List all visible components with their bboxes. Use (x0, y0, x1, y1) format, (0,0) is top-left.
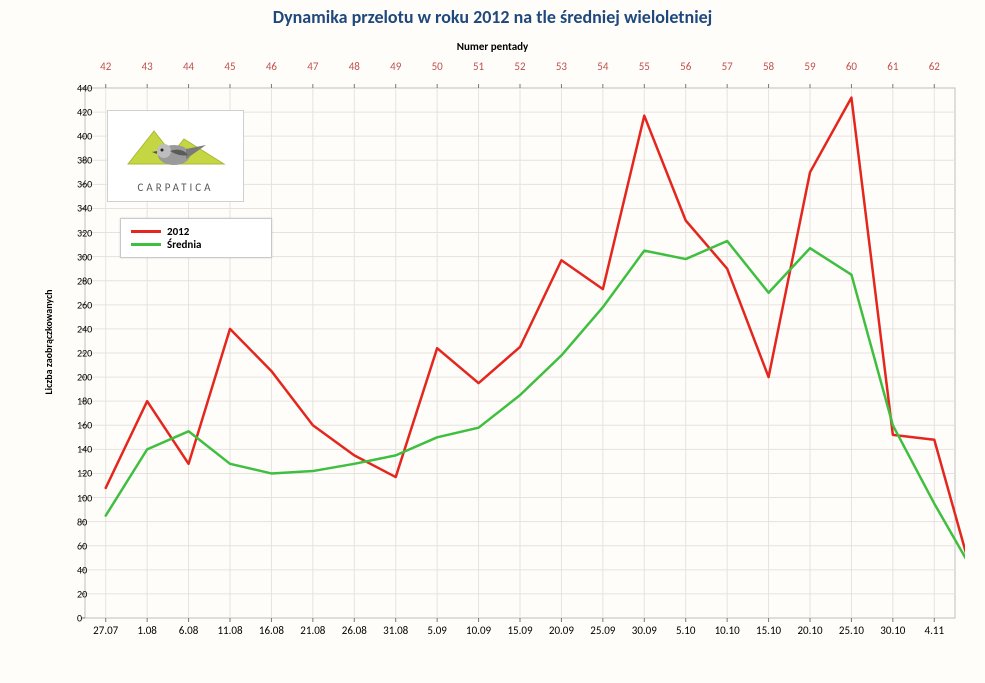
x-tick-label-bottom: 1.08 (137, 624, 157, 637)
x-tick-label-bottom: 21.08 (300, 624, 325, 637)
x-tick-label-top: 52 (514, 60, 525, 73)
x-tick-label-top: 46 (266, 60, 277, 73)
legend: 2012Średnia (120, 218, 272, 258)
logo-box: CARPATICA (107, 110, 244, 202)
legend-item: 2012 (131, 225, 261, 238)
x-tick-label-bottom: 30.09 (632, 624, 657, 637)
x-tick-label-bottom: 5.10 (676, 624, 696, 637)
series-line (106, 241, 965, 576)
x-tick-label-bottom: 11.08 (217, 624, 242, 637)
chart-subtitle: Numer pentady (0, 40, 985, 53)
x-tick-label-top: 59 (804, 60, 815, 73)
x-tick-label-top: 45 (224, 60, 235, 73)
legend-color-line (131, 230, 161, 233)
x-tick-label-top: 57 (722, 60, 733, 73)
x-tick-label-bottom: 16.08 (259, 624, 284, 637)
x-tick-label-top: 56 (680, 60, 691, 73)
x-tick-label-top: 48 (349, 60, 360, 73)
x-tick-label-top: 55 (639, 60, 650, 73)
x-tick-label-bottom: 15.10 (756, 624, 781, 637)
x-tick-label-top: 61 (887, 60, 898, 73)
x-tick-label-top: 42 (100, 60, 111, 73)
x-tick-label-bottom: 20.10 (797, 624, 822, 637)
x-tick-label-bottom: 26.08 (342, 624, 367, 637)
x-tick-label-bottom: 10.09 (466, 624, 491, 637)
x-tick-label-bottom: 25.10 (839, 624, 864, 637)
x-tick-label-bottom: 15.09 (507, 624, 532, 637)
x-tick-label-top: 60 (846, 60, 857, 73)
x-tick-label-top: 47 (307, 60, 318, 73)
legend-label: 2012 (167, 225, 189, 238)
x-tick-label-bottom: 4.11 (925, 624, 945, 637)
x-tick-label-bottom: 30.10 (880, 624, 905, 637)
x-tick-label-bottom: 6.08 (179, 624, 199, 637)
logo-text: CARPATICA (138, 181, 214, 194)
plot-area: CARPATICA 2012Średnia 020406080100120140… (55, 80, 965, 640)
logo-bird-head (157, 144, 171, 158)
x-tick-label-bottom: 10.10 (715, 624, 740, 637)
x-tick-label-bottom: 31.08 (383, 624, 408, 637)
y-axis-label: Liczba zaobrączkowanych (42, 289, 55, 394)
legend-item: Średnia (131, 238, 261, 251)
x-tick-label-top: 58 (763, 60, 774, 73)
x-tick-label-top: 53 (556, 60, 567, 73)
logo-graphic (126, 119, 226, 179)
chart-title: Dynamika przelotu w roku 2012 na tle śre… (0, 6, 985, 28)
x-tick-label-top: 62 (929, 60, 940, 73)
x-tick-label-top: 44 (183, 60, 194, 73)
legend-color-line (131, 243, 161, 246)
x-tick-label-top: 51 (473, 60, 484, 73)
x-tick-label-bottom: 5.09 (427, 624, 447, 637)
logo-bird-eye (160, 148, 163, 151)
x-tick-label-bottom: 25.09 (590, 624, 615, 637)
x-tick-label-bottom: 27.07 (93, 624, 118, 637)
x-tick-label-top: 54 (597, 60, 608, 73)
x-tick-label-bottom: 20.09 (549, 624, 574, 637)
chart-container: Dynamika przelotu w roku 2012 na tle śre… (0, 0, 985, 683)
x-tick-label-top: 43 (142, 60, 153, 73)
legend-label: Średnia (167, 238, 201, 251)
x-tick-label-top: 50 (432, 60, 443, 73)
x-tick-label-top: 49 (390, 60, 401, 73)
